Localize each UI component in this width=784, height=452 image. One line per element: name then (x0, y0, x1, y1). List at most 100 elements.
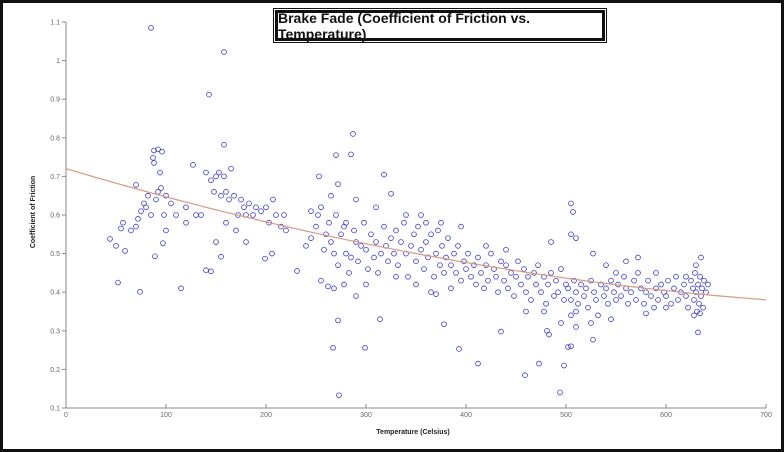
data-point (473, 281, 479, 288)
x-tick-label: 400 (460, 412, 472, 419)
data-point (611, 289, 617, 296)
data-point (453, 270, 459, 276)
data-point (488, 250, 494, 257)
data-point (603, 285, 609, 292)
data-point (621, 273, 627, 280)
data-point (568, 297, 574, 303)
data-point (173, 212, 179, 218)
data-point (381, 223, 387, 230)
data-point (405, 273, 411, 280)
data-point (238, 196, 244, 203)
data-point (168, 200, 174, 207)
y-tick-label: 1.1 (50, 20, 60, 27)
data-point (221, 173, 227, 180)
data-point (228, 165, 234, 172)
data-point (522, 372, 528, 378)
data-point (343, 219, 349, 226)
data-point (218, 192, 224, 199)
data-point (694, 308, 700, 315)
data-point (208, 268, 214, 275)
data-point (223, 219, 229, 226)
data-point (161, 212, 167, 218)
data-point (700, 304, 706, 311)
data-point (160, 240, 166, 246)
data-point (118, 225, 124, 232)
data-point (533, 281, 539, 288)
data-point (561, 297, 567, 303)
data-point (693, 289, 699, 296)
data-point (468, 273, 474, 280)
data-point (685, 304, 691, 311)
data-point (213, 239, 219, 245)
data-point (690, 285, 696, 292)
data-point (388, 235, 394, 241)
data-point (568, 312, 574, 319)
data-point (581, 293, 587, 299)
data-point (443, 254, 449, 261)
data-point (326, 219, 332, 226)
x-tick-label: 0 (64, 412, 68, 419)
data-point (358, 243, 364, 249)
data-point (371, 254, 377, 261)
data-point (262, 255, 268, 262)
data-point (122, 248, 128, 254)
data-point (585, 304, 591, 311)
data-point (328, 239, 334, 245)
data-point (688, 277, 694, 284)
data-point (113, 243, 119, 249)
data-point (445, 235, 451, 241)
data-point (393, 227, 399, 234)
data-point (699, 285, 705, 292)
data-point (365, 266, 371, 272)
data-point (241, 204, 247, 211)
data-point (441, 270, 447, 276)
data-point (148, 212, 154, 218)
data-point (471, 262, 477, 268)
data-point (441, 321, 447, 328)
data-point (557, 389, 563, 396)
data-point (448, 285, 454, 292)
data-point (151, 160, 157, 166)
data-point (283, 227, 289, 234)
data-point (183, 204, 189, 211)
y-tick-label: 0.5 (50, 251, 60, 258)
data-point (403, 212, 409, 218)
data-point (665, 277, 671, 284)
data-point (493, 273, 499, 280)
data-point (198, 212, 204, 218)
data-point (681, 281, 687, 288)
data-point (515, 258, 521, 265)
data-point (143, 204, 149, 211)
data-point (137, 289, 143, 295)
data-point (698, 254, 704, 261)
x-tick-label: 200 (260, 412, 272, 419)
data-point (588, 320, 594, 326)
data-point (107, 236, 113, 242)
data-point (696, 300, 702, 307)
data-point (598, 281, 604, 288)
data-point (455, 243, 461, 249)
data-point (418, 246, 424, 253)
data-point (343, 250, 349, 257)
data-point (528, 297, 534, 303)
data-point (653, 285, 659, 292)
axes: 0 100 200 300 400 500 600 700 0.1 0.2 0.3 0.4 0.5 0.6… (50, 20, 772, 420)
data-point (658, 281, 664, 288)
x-axis-label: Temperature (Celsius) (376, 429, 449, 436)
data-point (593, 297, 599, 303)
data-point (456, 346, 462, 352)
data-point (318, 204, 324, 211)
data-point (668, 300, 674, 307)
data-point (523, 308, 529, 315)
data-point (538, 289, 544, 296)
data-point (568, 343, 574, 350)
data-point (150, 155, 156, 161)
data-point (435, 227, 441, 234)
data-point (350, 131, 356, 137)
data-point (115, 279, 121, 286)
data-point (508, 270, 514, 276)
data-point (353, 293, 359, 299)
data-point (578, 281, 584, 288)
y-tick-label: 0.4 (50, 290, 60, 297)
data-point (278, 223, 284, 230)
